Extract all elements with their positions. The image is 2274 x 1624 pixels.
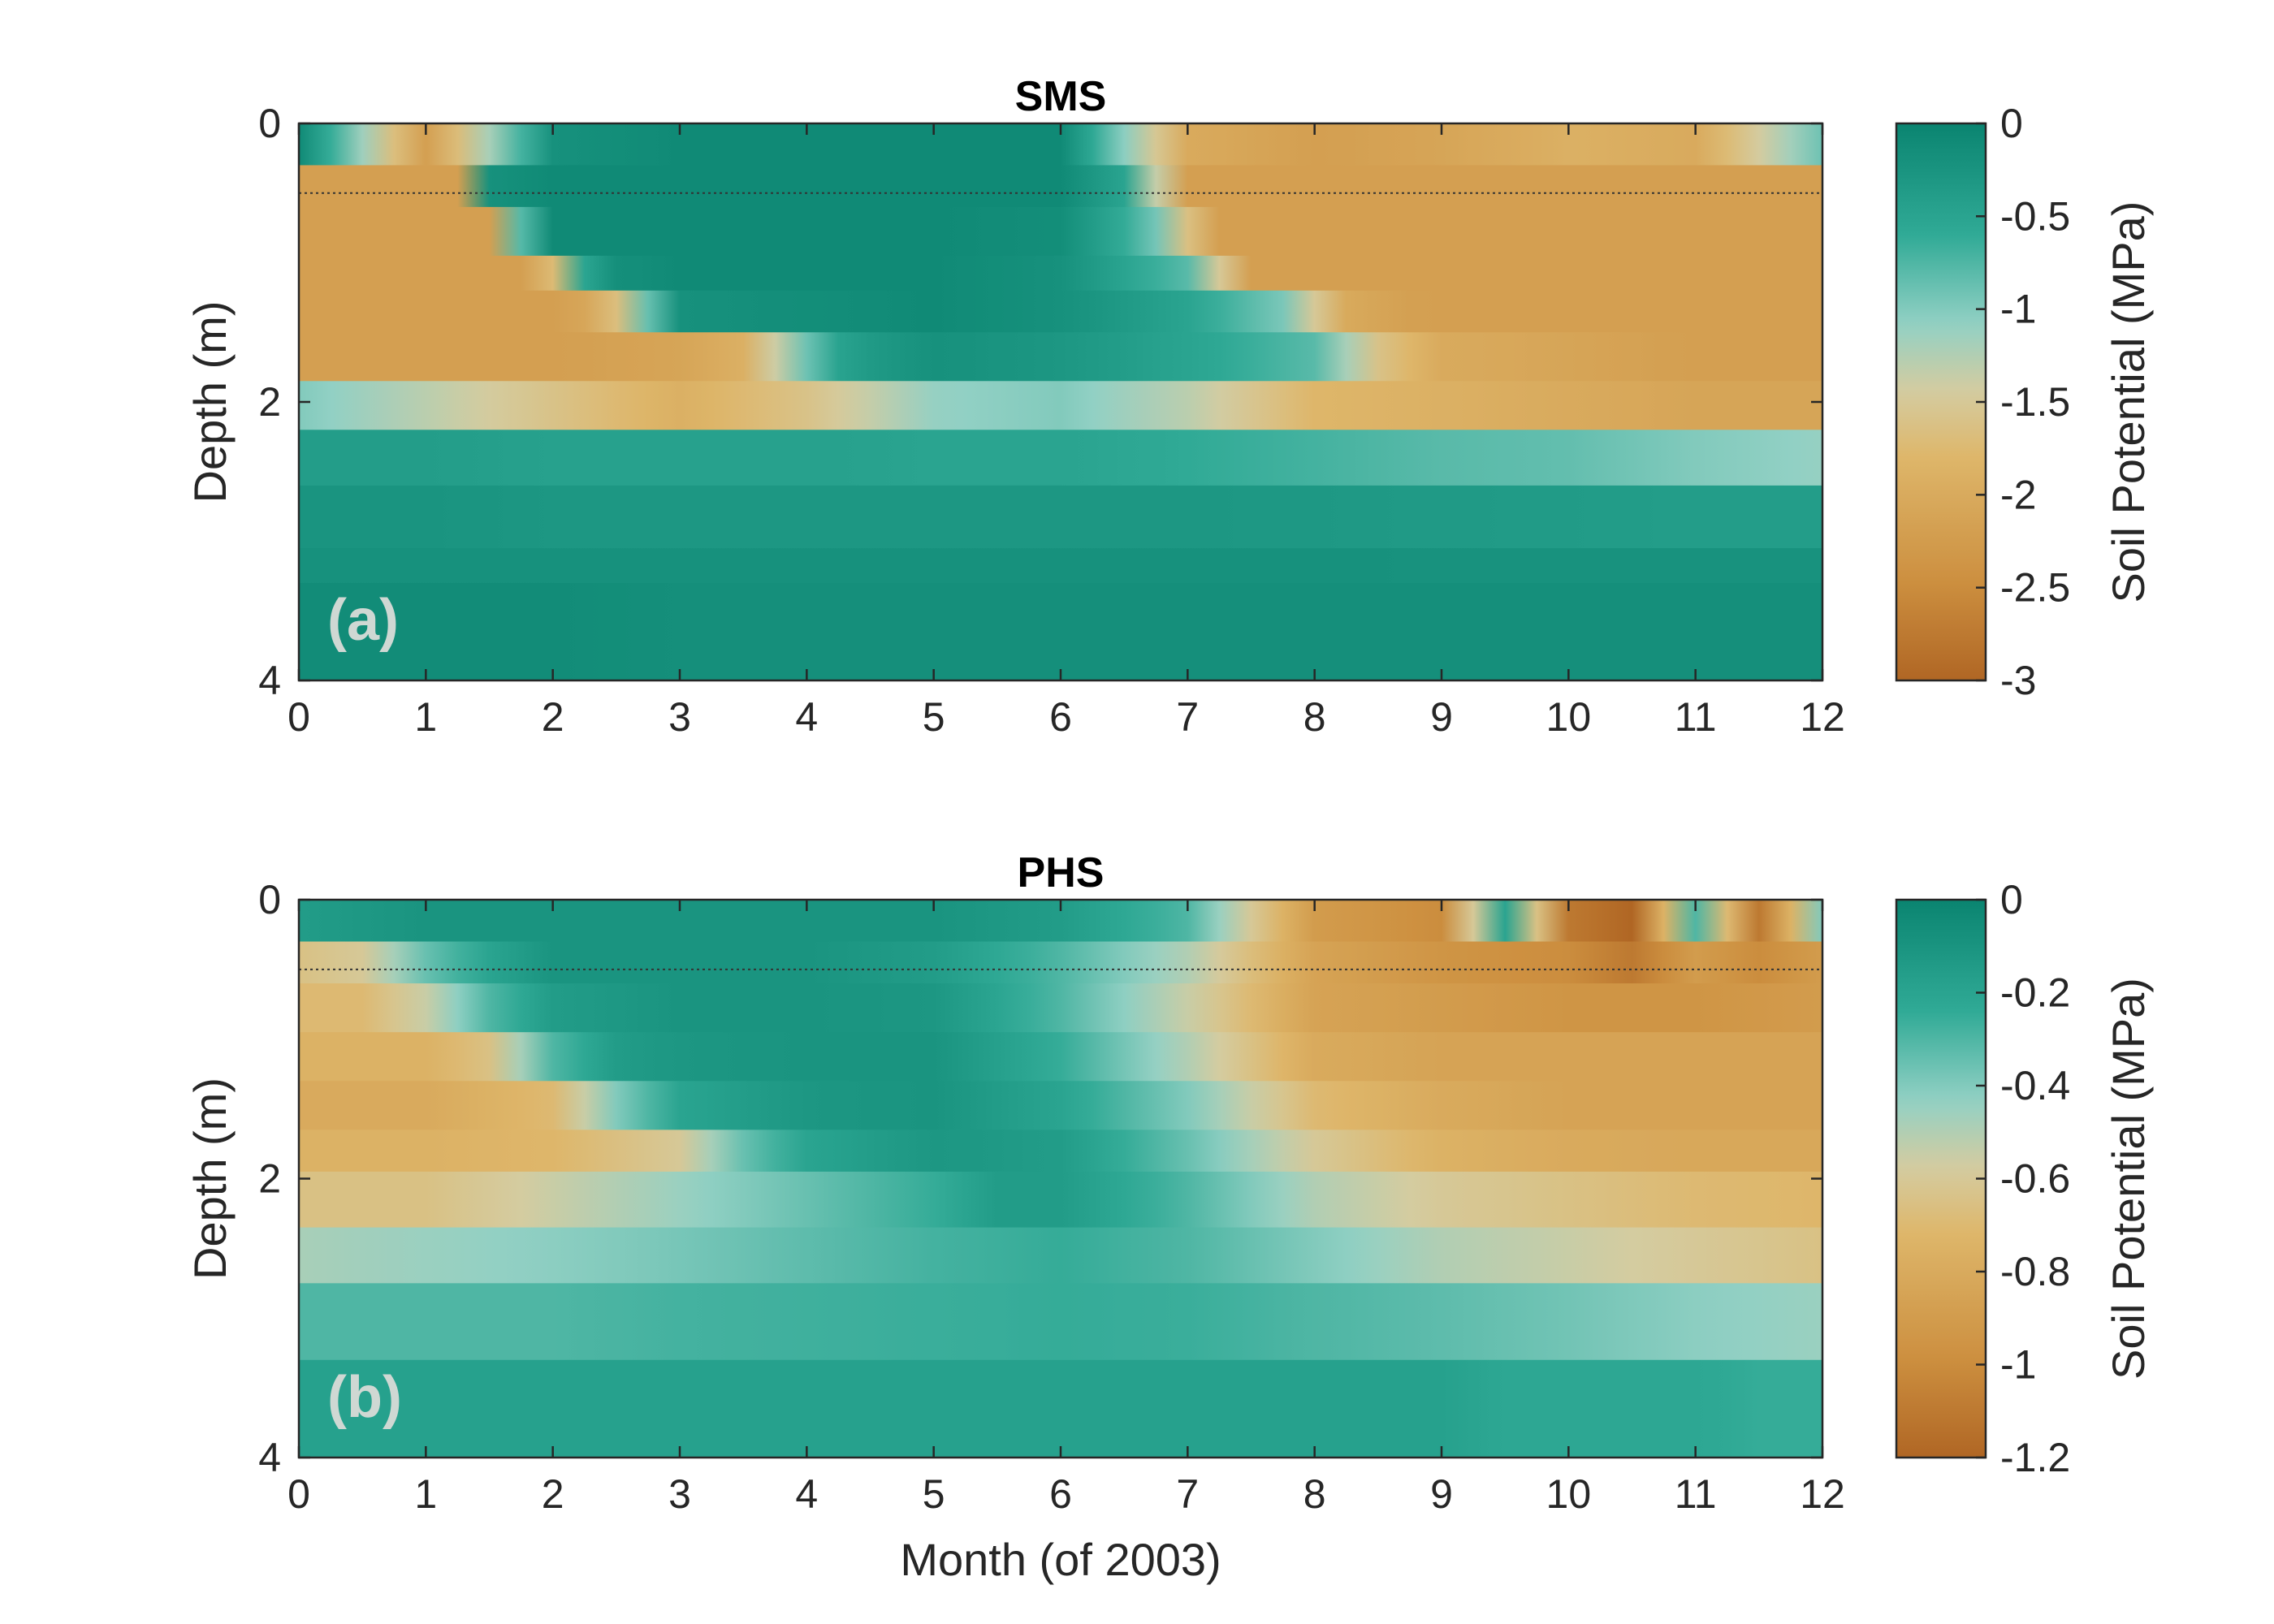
heatmap-layer (299, 1032, 1822, 1082)
x-axis-label-phs: Month (of 2003) (900, 1534, 1221, 1585)
heatmap-layer (299, 430, 1822, 486)
colorbar-bar (1895, 898, 1987, 1459)
heatmap-layer (299, 983, 1822, 1033)
colorbar-label-sms: Soil Potential (MPa) (2103, 201, 2154, 603)
x-tick-label: 1 (414, 1471, 437, 1517)
y-tick-label: 0 (258, 877, 281, 922)
heatmap-layer (299, 1359, 1822, 1458)
x-tick-label: 4 (795, 1471, 818, 1517)
colorbar-sms: 0 -0.5 -1 -1.5 -2 -2.5 -3 (1895, 101, 2070, 703)
y-axis-label-sms: Depth (m) (184, 301, 236, 503)
heatmap-layer (299, 1081, 1822, 1130)
y-tick-label: 0 (258, 101, 281, 146)
x-tick-label: 7 (1176, 694, 1199, 740)
y-tick-label: 2 (258, 1156, 281, 1202)
x-tick-label: 12 (1800, 694, 1845, 740)
x-tick-label: 0 (287, 1471, 310, 1517)
y-tick-label: 4 (258, 1435, 281, 1480)
x-tick-label: 1 (414, 694, 437, 740)
x-tick-label: 0 (287, 694, 310, 740)
colorbar-tick-label: -2.5 (2000, 565, 2070, 611)
x-tick-label: 8 (1303, 694, 1326, 740)
heatmap-sms (299, 123, 1822, 681)
colorbar-tick-label: -0.8 (2000, 1249, 2070, 1294)
heatmap-layer (299, 165, 1822, 208)
x-tick-label: 4 (795, 694, 818, 740)
heatmap-layer (299, 206, 1822, 257)
panel-label-a: (a) (327, 588, 399, 653)
x-tick-label: 12 (1800, 1471, 1845, 1517)
chart-title-sms: SMS (1015, 73, 1107, 120)
heatmap-layer (299, 548, 1822, 584)
x-tick-label: 10 (1546, 1471, 1592, 1517)
heatmap-layer (299, 1171, 1822, 1229)
x-tick-label: 10 (1546, 694, 1592, 740)
colorbar-tick-label: -2 (2000, 472, 2036, 517)
y-ticks-sms: 0 2 4 (258, 101, 1822, 703)
x-tick-label: 11 (1675, 1471, 1717, 1517)
panel-label-b: (b) (327, 1365, 402, 1430)
x-tick-label: 6 (1049, 1471, 1072, 1517)
heatmap-layer (299, 381, 1822, 430)
heatmap-layer (299, 1283, 1822, 1361)
x-tick-label: 8 (1303, 1471, 1326, 1517)
heatmap-layer (299, 485, 1822, 549)
x-tick-label: 5 (923, 694, 945, 740)
colorbar-bar (1895, 122, 1987, 682)
x-ticks-phs: 0 1 2 3 4 5 6 7 8 9 10 11 12 (287, 900, 1845, 1517)
x-tick-label: 11 (1675, 694, 1717, 740)
colorbar-tick-label: -1.5 (2000, 379, 2070, 425)
x-tick-label: 3 (668, 1471, 691, 1517)
heatmap-layer (299, 255, 1822, 292)
colorbar-tick-label: 0 (2000, 877, 2023, 922)
y-tick-label: 2 (258, 379, 281, 425)
heatmap-layer (299, 1129, 1822, 1173)
heatmap-layer (299, 582, 1822, 681)
heatmap-layer (299, 332, 1822, 382)
heatmap-phs (299, 900, 1822, 1458)
colorbar-label-phs: Soil Potential (MPa) (2103, 978, 2154, 1380)
colorbar-tick-label: -0.5 (2000, 193, 2070, 239)
colorbar-tick-label: 0 (2000, 101, 2023, 146)
x-tick-label: 2 (542, 1471, 564, 1517)
chart-title-phs: PHS (1018, 849, 1105, 896)
x-ticks-sms: 0 1 2 3 4 5 6 7 8 9 10 11 12 (287, 123, 1845, 740)
x-tick-label: 2 (542, 694, 564, 740)
colorbar-tick-label: -3 (2000, 658, 2036, 703)
heatmap-layer (299, 941, 1822, 984)
heatmap-layer (299, 290, 1822, 333)
y-ticks-phs: 0 2 4 (258, 877, 1822, 1480)
y-tick-label: 4 (258, 658, 281, 703)
colorbar-tick-label: -1 (2000, 1342, 2036, 1388)
colorbar-tick-label: -1.2 (2000, 1435, 2070, 1480)
x-tick-label: 9 (1430, 1471, 1453, 1517)
y-axis-label-phs: Depth (m) (184, 1078, 236, 1280)
x-tick-label: 6 (1049, 694, 1072, 740)
x-tick-label: 9 (1430, 694, 1453, 740)
colorbar-tick-label: -0.2 (2000, 970, 2070, 1016)
colorbar-tick-label: -1 (2000, 287, 2036, 332)
colorbar-tick-label: -0.6 (2000, 1156, 2070, 1202)
colorbar-tick-label: -0.4 (2000, 1063, 2070, 1108)
panel-phs: 0 1 2 3 4 5 6 7 8 9 10 11 12 024 PHS Depth (m) Month… (184, 849, 2154, 1585)
x-tick-label: 7 (1176, 1471, 1199, 1517)
x-tick-label: 5 (923, 1471, 945, 1517)
colorbar-phs: 0 -0.2 -0.4 -0.6 -0.8 -1 -1.2 (1895, 877, 2070, 1480)
panel-sms: 0 1 2 3 4 5 6 7 8 9 10 11 12 024 SMS Depth (m) (a) 0… (184, 73, 2154, 740)
heatmap-layer (299, 1227, 1822, 1284)
x-tick-label: 3 (668, 694, 691, 740)
